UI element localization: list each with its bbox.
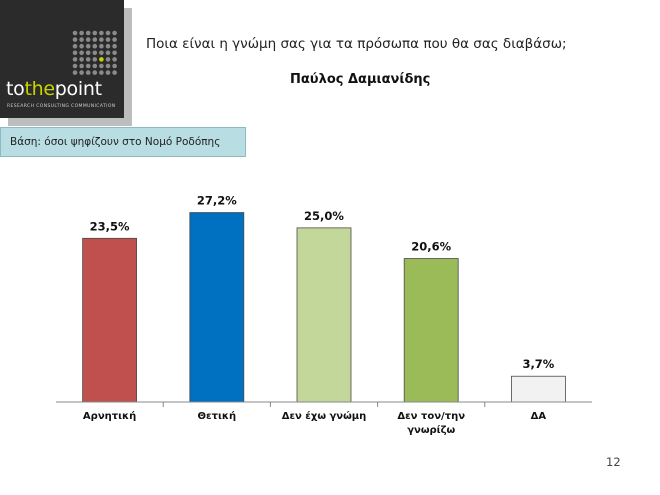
logo-dot [99, 63, 104, 69]
data-label: 3,7% [522, 357, 554, 371]
logo-dot [92, 63, 98, 69]
logo-dot [99, 57, 104, 62]
logo-dot [72, 63, 78, 69]
logo-dot [72, 70, 78, 75]
logo-dot [92, 43, 98, 49]
logo-dot [99, 50, 104, 56]
logo-dot [112, 50, 117, 56]
logo-dot [85, 37, 91, 42]
logo-wordmark: tothepoint [6, 78, 102, 100]
logo-dot [85, 50, 91, 56]
logo-dot [112, 57, 117, 62]
logo-dot [105, 70, 111, 75]
data-label: 25,0% [304, 209, 344, 223]
category-label: Δεν τον/την [397, 411, 465, 422]
logo-dot [99, 37, 104, 42]
logo-dot [85, 57, 91, 62]
category-label: Δεν έχω γνώμη [282, 410, 367, 422]
logo-dot [79, 30, 84, 36]
logo-dot [105, 50, 111, 56]
category-label: Αρνητική [83, 410, 136, 422]
logo-dot [79, 43, 84, 49]
logo-dot [72, 43, 78, 49]
logo-dot [112, 37, 117, 42]
logo-tagline: RESEARCH CONSULTING COMMUNICATION [7, 104, 116, 109]
logo-dot [92, 37, 98, 42]
logo-dot [79, 70, 84, 75]
logo-dot [79, 57, 84, 62]
logo-dot [99, 43, 104, 49]
logo-dot [79, 63, 84, 69]
subject-name: Παύλος Δαμιανίδης [290, 72, 431, 87]
logo-dot [105, 30, 111, 36]
logo-dot [72, 30, 78, 36]
sample-basis-box: Βάση: όσοι ψηφίζουν στο Νομό Ροδόπης [0, 127, 246, 157]
survey-question: Ποια είναι η γνώμη σας για τα πρόσωπα πο… [146, 36, 567, 52]
logo-dot [105, 43, 111, 49]
category-label: ΔΑ [531, 411, 547, 422]
logo-dot [92, 30, 98, 36]
logo-dot [85, 70, 91, 75]
dot-grid-icon [72, 30, 117, 75]
bar [82, 237, 137, 403]
logo-dot [99, 30, 104, 36]
logo-dot [112, 63, 117, 69]
category-label: γνωρίζω [407, 424, 455, 436]
logo-dot [105, 63, 111, 69]
logo-dot [92, 50, 98, 56]
logo-dot [72, 50, 78, 56]
bar [403, 258, 459, 403]
company-logo: tothepoint RESEARCH CONSULTING COMMUNICA… [0, 0, 124, 118]
data-label: 20,6% [411, 240, 451, 254]
logo-dot [85, 63, 91, 69]
logo-dot [92, 57, 98, 62]
logo-dot [112, 30, 117, 36]
logo-dot [105, 37, 111, 42]
page-number: 12 [606, 455, 621, 469]
logo-dot [92, 70, 98, 75]
logo-dot [85, 30, 91, 36]
data-label: 23,5% [90, 219, 130, 233]
bar [189, 212, 245, 403]
logo-dot [79, 37, 84, 42]
logo-dot [72, 37, 78, 42]
logo-dot [85, 43, 91, 49]
logo-dot [99, 70, 104, 75]
logo-dot [72, 57, 78, 62]
bar [296, 227, 352, 403]
logo-dot [112, 43, 117, 49]
logo-dot [79, 50, 84, 56]
logo-dot [105, 57, 111, 62]
data-label: 27,2% [197, 194, 237, 208]
bar [510, 375, 566, 403]
category-label: Θετική [198, 410, 237, 422]
logo-dot [112, 70, 117, 75]
